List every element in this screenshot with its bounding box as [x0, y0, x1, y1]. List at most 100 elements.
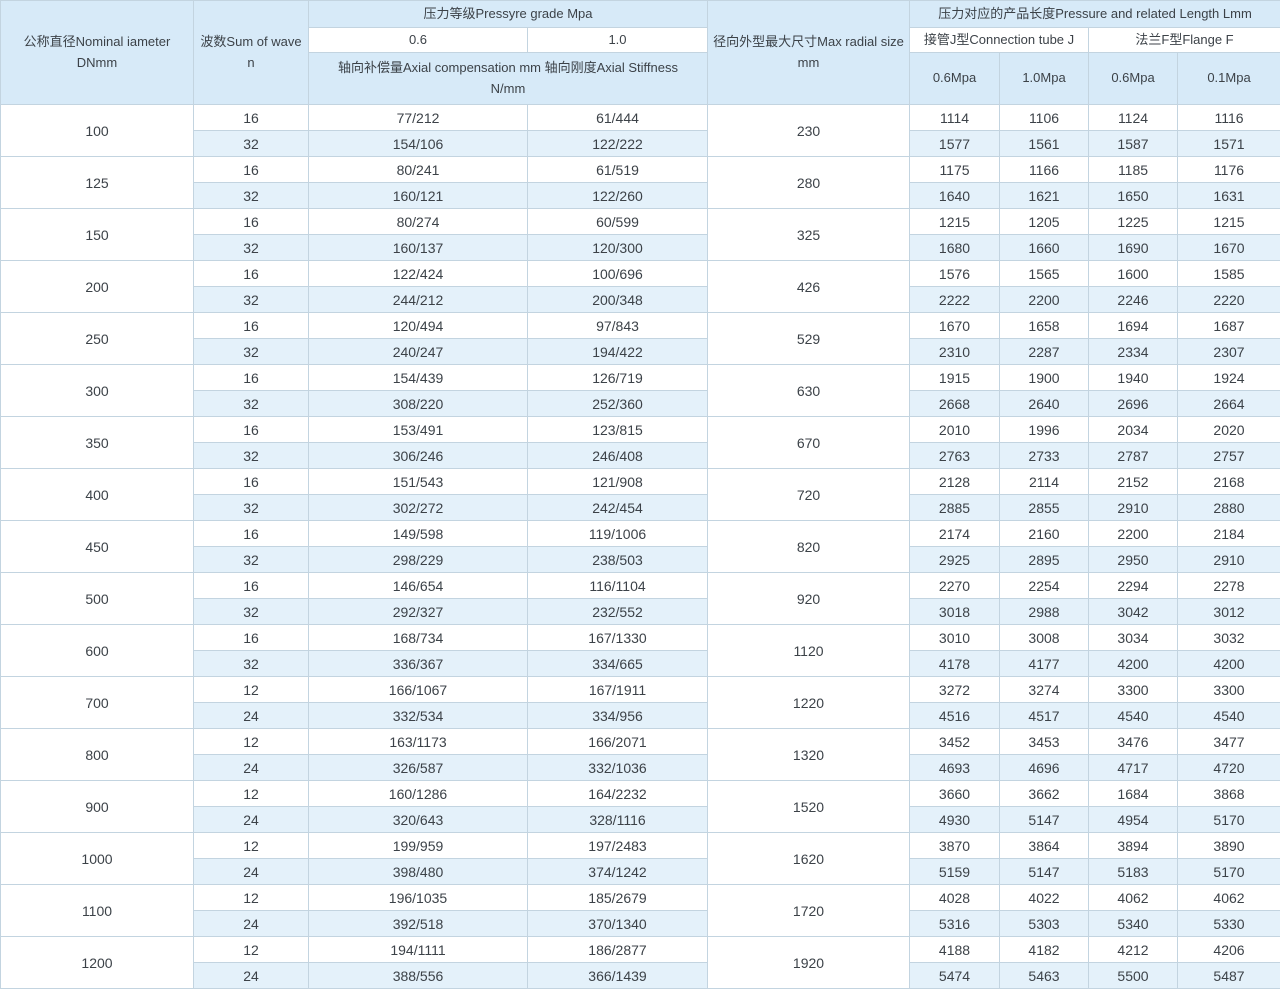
flange-06-cell: 5340 — [1089, 911, 1178, 937]
diameter-cell: 600 — [1, 625, 194, 677]
wave-count-cell: 12 — [194, 937, 309, 963]
flange-01-cell: 3300 — [1178, 677, 1280, 703]
table-row: 90012160/1286164/22321520366036621684386… — [1, 781, 1280, 807]
tube-10-cell: 3864 — [1000, 833, 1089, 859]
tube-06-cell: 2668 — [910, 391, 1000, 417]
tube-06-cell: 4178 — [910, 651, 1000, 677]
tube-06-cell: 3010 — [910, 625, 1000, 651]
table-row: 100012199/959197/24831620387038643894389… — [1, 833, 1280, 859]
wave-count-cell: 16 — [194, 365, 309, 391]
wave-count-cell: 16 — [194, 261, 309, 287]
wave-count-cell: 12 — [194, 833, 309, 859]
tube-06-cell: 1114 — [910, 105, 1000, 131]
flange-06-cell: 2152 — [1089, 469, 1178, 495]
flange-06-cell: 3034 — [1089, 625, 1178, 651]
comp-10-cell: 186/2877 — [528, 937, 708, 963]
table-row: 80012163/1173166/20711320345234533476347… — [1, 729, 1280, 755]
diameter-cell: 1000 — [1, 833, 194, 885]
wave-count-cell: 12 — [194, 885, 309, 911]
flange-06-cell: 4717 — [1089, 755, 1178, 781]
flange-06-cell: 1124 — [1089, 105, 1178, 131]
flange-06-cell: 4540 — [1089, 703, 1178, 729]
header-length-group: 压力对应的产品长度Pressure and related Length Lmm — [910, 1, 1280, 28]
tube-10-cell: 5147 — [1000, 859, 1089, 885]
flange-06-cell: 5183 — [1089, 859, 1178, 885]
diameter-cell: 100 — [1, 105, 194, 157]
diameter-cell: 500 — [1, 573, 194, 625]
flange-01-cell: 5170 — [1178, 807, 1280, 833]
tube-10-cell: 2287 — [1000, 339, 1089, 365]
flange-06-cell: 1587 — [1089, 131, 1178, 157]
comp-06-cell: 298/229 — [309, 547, 528, 573]
header-nominal-diameter: 公称直径Nominal iameter DNmm — [1, 1, 194, 105]
wave-count-cell: 16 — [194, 521, 309, 547]
tube-10-cell: 5303 — [1000, 911, 1089, 937]
flange-06-cell: 1684 — [1089, 781, 1178, 807]
comp-06-cell: 80/241 — [309, 157, 528, 183]
radial-size-cell: 920 — [708, 573, 910, 625]
tube-10-cell: 4177 — [1000, 651, 1089, 677]
spec-table: 公称直径Nominal iameter DNmm 波数Sum of wave n… — [0, 0, 1280, 989]
radial-size-cell: 820 — [708, 521, 910, 573]
comp-10-cell: 197/2483 — [528, 833, 708, 859]
flange-01-cell: 5330 — [1178, 911, 1280, 937]
flange-06-cell: 2200 — [1089, 521, 1178, 547]
wave-count-cell: 32 — [194, 495, 309, 521]
tube-10-cell: 1565 — [1000, 261, 1089, 287]
tube-10-cell: 1996 — [1000, 417, 1089, 443]
table-row: 1001677/21261/4442301114110611241116 — [1, 105, 1280, 131]
tube-06-cell: 4028 — [910, 885, 1000, 911]
comp-06-cell: 160/121 — [309, 183, 528, 209]
tube-06-cell: 2222 — [910, 287, 1000, 313]
header-grade-10: 1.0 — [528, 28, 708, 53]
table-row: 20016122/424100/6964261576156516001585 — [1, 261, 1280, 287]
flange-01-cell: 2168 — [1178, 469, 1280, 495]
table-row: 110012196/1035185/2679172040284022406240… — [1, 885, 1280, 911]
comp-10-cell: 370/1340 — [528, 911, 708, 937]
flange-01-cell: 2278 — [1178, 573, 1280, 599]
header-axial-compensation: 轴向补偿量Axial compensation mm 轴向刚度Axial Sti… — [309, 53, 708, 105]
flange-01-cell: 2307 — [1178, 339, 1280, 365]
table-row: 1251680/24161/5192801175116611851176 — [1, 157, 1280, 183]
comp-10-cell: 116/1104 — [528, 573, 708, 599]
table-row: 30016154/439126/7196301915190019401924 — [1, 365, 1280, 391]
flange-06-cell: 1690 — [1089, 235, 1178, 261]
header-wave-count: 波数Sum of wave n — [194, 1, 309, 105]
tube-10-cell: 2733 — [1000, 443, 1089, 469]
diameter-cell: 400 — [1, 469, 194, 521]
comp-06-cell: 326/587 — [309, 755, 528, 781]
flange-06-cell: 3300 — [1089, 677, 1178, 703]
tube-06-cell: 2885 — [910, 495, 1000, 521]
comp-06-cell: 196/1035 — [309, 885, 528, 911]
flange-06-cell: 4954 — [1089, 807, 1178, 833]
comp-06-cell: 149/598 — [309, 521, 528, 547]
comp-10-cell: 167/1911 — [528, 677, 708, 703]
tube-10-cell: 1561 — [1000, 131, 1089, 157]
wave-count-cell: 32 — [194, 599, 309, 625]
comp-10-cell: 61/519 — [528, 157, 708, 183]
wave-count-cell: 16 — [194, 313, 309, 339]
comp-06-cell: 302/272 — [309, 495, 528, 521]
header-tube-06mpa: 0.6Mpa — [910, 53, 1000, 105]
comp-06-cell: 168/734 — [309, 625, 528, 651]
tube-06-cell: 5474 — [910, 963, 1000, 989]
flange-01-cell: 2184 — [1178, 521, 1280, 547]
radial-size-cell: 1120 — [708, 625, 910, 677]
tube-06-cell: 1915 — [910, 365, 1000, 391]
comp-10-cell: 122/260 — [528, 183, 708, 209]
tube-06-cell: 5159 — [910, 859, 1000, 885]
comp-06-cell: 166/1067 — [309, 677, 528, 703]
flange-06-cell: 1694 — [1089, 313, 1178, 339]
diameter-cell: 150 — [1, 209, 194, 261]
flange-01-cell: 3868 — [1178, 781, 1280, 807]
flange-06-cell: 3476 — [1089, 729, 1178, 755]
wave-count-cell: 24 — [194, 911, 309, 937]
comp-06-cell: 306/246 — [309, 443, 528, 469]
tube-10-cell: 4022 — [1000, 885, 1089, 911]
wave-count-cell: 32 — [194, 131, 309, 157]
diameter-cell: 800 — [1, 729, 194, 781]
wave-count-cell: 16 — [194, 157, 309, 183]
flange-01-cell: 4206 — [1178, 937, 1280, 963]
diameter-cell: 125 — [1, 157, 194, 209]
wave-count-cell: 32 — [194, 235, 309, 261]
